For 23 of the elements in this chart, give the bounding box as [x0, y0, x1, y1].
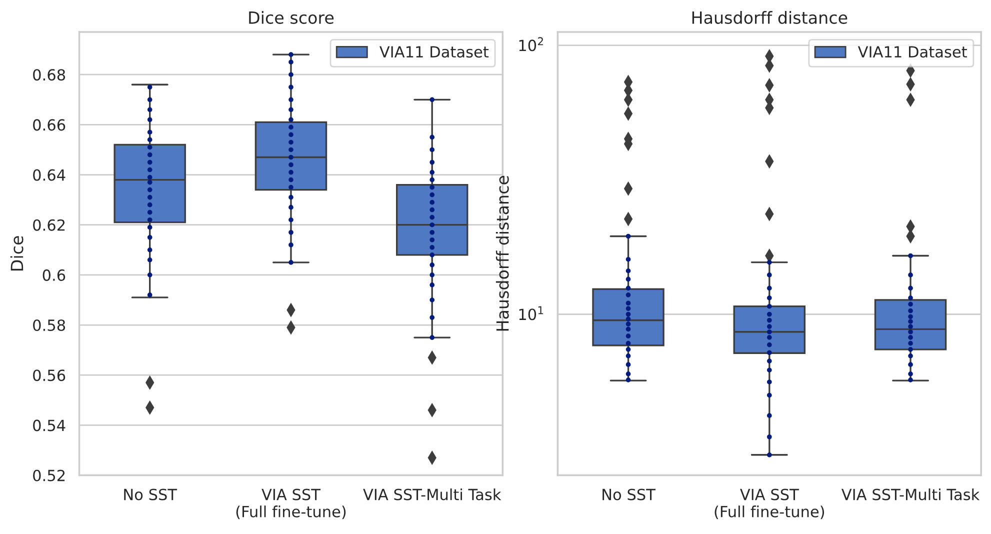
y-tick-label: 0.6 — [42, 269, 66, 281]
chart-title: Hausdorff distance — [692, 11, 848, 24]
x-tick-label: VIA SST-Multi Task — [842, 488, 980, 500]
y-tick-label: 10$^{2}$ — [519, 37, 543, 52]
y-tick-label: 0.54 — [33, 420, 66, 432]
y-tick-label: 0.56 — [33, 370, 66, 382]
y-tick-label: 0.64 — [33, 169, 66, 181]
legend-label: VIA11 Dataset — [380, 46, 489, 58]
y-axis-title: Hausdorff distance — [496, 176, 509, 331]
y-tick-label: 0.52 — [33, 470, 65, 482]
y-tick-label: 0.58 — [33, 319, 66, 332]
y-tick-label: 0.66 — [33, 119, 66, 131]
chart-title: Dice score — [249, 11, 334, 24]
y-tick-label: 0.62 — [33, 219, 65, 231]
legend-label: VIA11 Dataset — [858, 46, 967, 58]
x-tick-label: No SST — [602, 488, 656, 500]
y-tick-label: 10$^{1}$ — [519, 306, 544, 320]
y-axis-title: Dice — [10, 236, 24, 270]
x-tick-label: VIA SST (Full fine-tune) — [714, 488, 824, 520]
x-tick-label: VIA SST-Multi Task — [363, 488, 502, 500]
y-tick-label: 0.68 — [33, 69, 66, 81]
x-tick-label: VIA SST (Full fine-tune) — [236, 488, 346, 520]
x-tick-label: No SST — [124, 488, 178, 500]
